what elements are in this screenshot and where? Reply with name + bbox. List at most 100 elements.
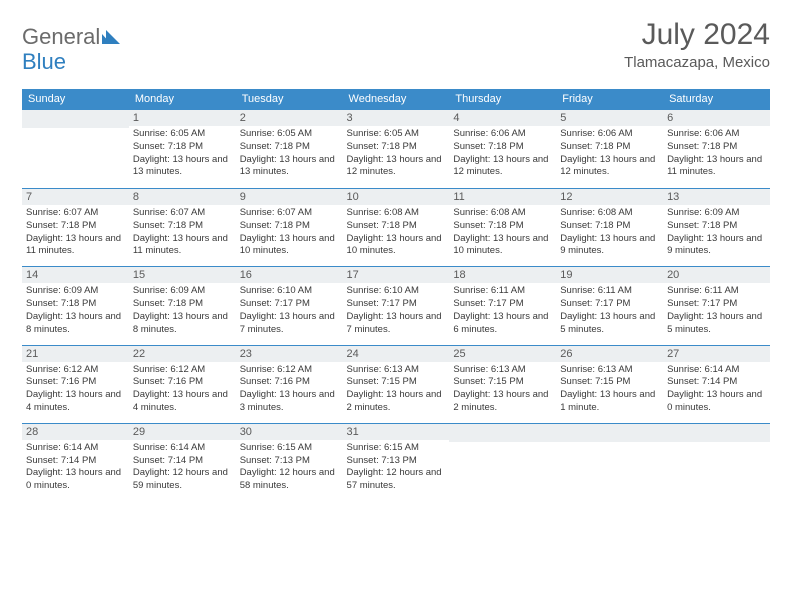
day-details: Sunrise: 6:12 AMSunset: 7:16 PMDaylight:…	[129, 362, 236, 423]
sunset-line: Sunset: 7:18 PM	[133, 220, 203, 231]
sunrise-line: Sunrise: 6:14 AM	[26, 442, 98, 453]
day-number	[556, 424, 663, 442]
sunset-line: Sunset: 7:18 PM	[240, 220, 310, 231]
sunrise-line: Sunrise: 6:10 AM	[240, 285, 312, 296]
day-number	[449, 424, 556, 442]
daylight-line: Daylight: 13 hours and 11 minutes.	[667, 154, 762, 178]
logo-text-general: General	[22, 24, 100, 49]
day-number: 31	[343, 424, 450, 440]
day-details: Sunrise: 6:15 AMSunset: 7:13 PMDaylight:…	[343, 440, 450, 501]
day-number: 17	[343, 267, 450, 283]
calendar-day-cell: 21Sunrise: 6:12 AMSunset: 7:16 PMDayligh…	[22, 345, 129, 423]
calendar-day-cell: 10Sunrise: 6:08 AMSunset: 7:18 PMDayligh…	[343, 189, 450, 267]
day-number: 11	[449, 189, 556, 205]
calendar-day-cell: 7Sunrise: 6:07 AMSunset: 7:18 PMDaylight…	[22, 189, 129, 267]
day-number: 23	[236, 346, 343, 362]
sunrise-line: Sunrise: 6:07 AM	[26, 207, 98, 218]
calendar-day-cell: 30Sunrise: 6:15 AMSunset: 7:13 PMDayligh…	[236, 423, 343, 502]
sunset-line: Sunset: 7:18 PM	[133, 141, 203, 152]
day-details: Sunrise: 6:10 AMSunset: 7:17 PMDaylight:…	[236, 283, 343, 344]
day-details: Sunrise: 6:07 AMSunset: 7:18 PMDaylight:…	[129, 205, 236, 266]
daylight-line: Daylight: 12 hours and 59 minutes.	[133, 467, 228, 491]
daylight-line: Daylight: 13 hours and 3 minutes.	[240, 389, 335, 413]
sunrise-line: Sunrise: 6:09 AM	[667, 207, 739, 218]
sunrise-line: Sunrise: 6:06 AM	[453, 128, 525, 139]
sunset-line: Sunset: 7:18 PM	[347, 220, 417, 231]
sunrise-line: Sunrise: 6:09 AM	[133, 285, 205, 296]
daylight-line: Daylight: 13 hours and 1 minute.	[560, 389, 655, 413]
daylight-line: Daylight: 13 hours and 4 minutes.	[26, 389, 121, 413]
sunset-line: Sunset: 7:14 PM	[26, 455, 96, 466]
calendar-day-cell	[449, 423, 556, 502]
logo: General Blue	[22, 18, 120, 75]
sunset-line: Sunset: 7:18 PM	[453, 220, 523, 231]
calendar-week-row: 14Sunrise: 6:09 AMSunset: 7:18 PMDayligh…	[22, 267, 770, 345]
daylight-line: Daylight: 13 hours and 12 minutes.	[453, 154, 548, 178]
day-details: Sunrise: 6:08 AMSunset: 7:18 PMDaylight:…	[343, 205, 450, 266]
calendar-week-row: 7Sunrise: 6:07 AMSunset: 7:18 PMDaylight…	[22, 189, 770, 267]
daylight-line: Daylight: 13 hours and 5 minutes.	[560, 311, 655, 335]
day-number: 14	[22, 267, 129, 283]
day-number: 16	[236, 267, 343, 283]
sunset-line: Sunset: 7:16 PM	[26, 376, 96, 387]
daylight-line: Daylight: 13 hours and 7 minutes.	[240, 311, 335, 335]
calendar-day-cell: 29Sunrise: 6:14 AMSunset: 7:14 PMDayligh…	[129, 423, 236, 502]
day-number: 18	[449, 267, 556, 283]
calendar-day-cell: 27Sunrise: 6:14 AMSunset: 7:14 PMDayligh…	[663, 345, 770, 423]
day-number: 28	[22, 424, 129, 440]
sunrise-line: Sunrise: 6:06 AM	[667, 128, 739, 139]
day-number: 8	[129, 189, 236, 205]
sunrise-line: Sunrise: 6:11 AM	[453, 285, 525, 296]
sunset-line: Sunset: 7:18 PM	[133, 298, 203, 309]
day-number: 19	[556, 267, 663, 283]
daylight-line: Daylight: 13 hours and 13 minutes.	[133, 154, 228, 178]
sunrise-line: Sunrise: 6:08 AM	[453, 207, 525, 218]
sunset-line: Sunset: 7:18 PM	[560, 141, 630, 152]
calendar-day-cell: 23Sunrise: 6:12 AMSunset: 7:16 PMDayligh…	[236, 345, 343, 423]
day-number: 5	[556, 110, 663, 126]
day-details	[22, 128, 129, 188]
logo-text-block: General Blue	[22, 26, 120, 75]
calendar-day-cell	[556, 423, 663, 502]
day-details: Sunrise: 6:07 AMSunset: 7:18 PMDaylight:…	[236, 205, 343, 266]
day-number: 15	[129, 267, 236, 283]
sunrise-line: Sunrise: 6:05 AM	[240, 128, 312, 139]
sunset-line: Sunset: 7:13 PM	[347, 455, 417, 466]
sunset-line: Sunset: 7:18 PM	[667, 141, 737, 152]
day-details	[556, 442, 663, 502]
daylight-line: Daylight: 13 hours and 13 minutes.	[240, 154, 335, 178]
sunrise-line: Sunrise: 6:12 AM	[240, 364, 312, 375]
day-number: 4	[449, 110, 556, 126]
sunrise-line: Sunrise: 6:14 AM	[133, 442, 205, 453]
day-details: Sunrise: 6:05 AMSunset: 7:18 PMDaylight:…	[236, 126, 343, 187]
daylight-line: Daylight: 13 hours and 9 minutes.	[560, 233, 655, 257]
calendar-body: 1Sunrise: 6:05 AMSunset: 7:18 PMDaylight…	[22, 110, 770, 502]
weekday-header: Friday	[556, 89, 663, 110]
day-details: Sunrise: 6:14 AMSunset: 7:14 PMDaylight:…	[129, 440, 236, 501]
calendar-day-cell: 9Sunrise: 6:07 AMSunset: 7:18 PMDaylight…	[236, 189, 343, 267]
sunset-line: Sunset: 7:17 PM	[667, 298, 737, 309]
sunrise-line: Sunrise: 6:13 AM	[560, 364, 632, 375]
title-block: July 2024 Tlamacazapa, Mexico	[624, 18, 770, 71]
sunrise-line: Sunrise: 6:15 AM	[347, 442, 419, 453]
sunrise-line: Sunrise: 6:05 AM	[347, 128, 419, 139]
daylight-line: Daylight: 13 hours and 10 minutes.	[240, 233, 335, 257]
day-details: Sunrise: 6:09 AMSunset: 7:18 PMDaylight:…	[663, 205, 770, 266]
calendar-week-row: 28Sunrise: 6:14 AMSunset: 7:14 PMDayligh…	[22, 423, 770, 502]
calendar-day-cell: 4Sunrise: 6:06 AMSunset: 7:18 PMDaylight…	[449, 110, 556, 189]
daylight-line: Daylight: 13 hours and 5 minutes.	[667, 311, 762, 335]
daylight-line: Daylight: 13 hours and 12 minutes.	[560, 154, 655, 178]
sunset-line: Sunset: 7:13 PM	[240, 455, 310, 466]
location-label: Tlamacazapa, Mexico	[624, 54, 770, 71]
sunrise-line: Sunrise: 6:10 AM	[347, 285, 419, 296]
daylight-line: Daylight: 13 hours and 4 minutes.	[133, 389, 228, 413]
sunrise-line: Sunrise: 6:11 AM	[667, 285, 739, 296]
day-number: 22	[129, 346, 236, 362]
daylight-line: Daylight: 13 hours and 8 minutes.	[26, 311, 121, 335]
calendar-day-cell: 13Sunrise: 6:09 AMSunset: 7:18 PMDayligh…	[663, 189, 770, 267]
day-details: Sunrise: 6:09 AMSunset: 7:18 PMDaylight:…	[129, 283, 236, 344]
day-details: Sunrise: 6:05 AMSunset: 7:18 PMDaylight:…	[129, 126, 236, 187]
sunrise-line: Sunrise: 6:08 AM	[560, 207, 632, 218]
day-details: Sunrise: 6:05 AMSunset: 7:18 PMDaylight:…	[343, 126, 450, 187]
day-details: Sunrise: 6:09 AMSunset: 7:18 PMDaylight:…	[22, 283, 129, 344]
